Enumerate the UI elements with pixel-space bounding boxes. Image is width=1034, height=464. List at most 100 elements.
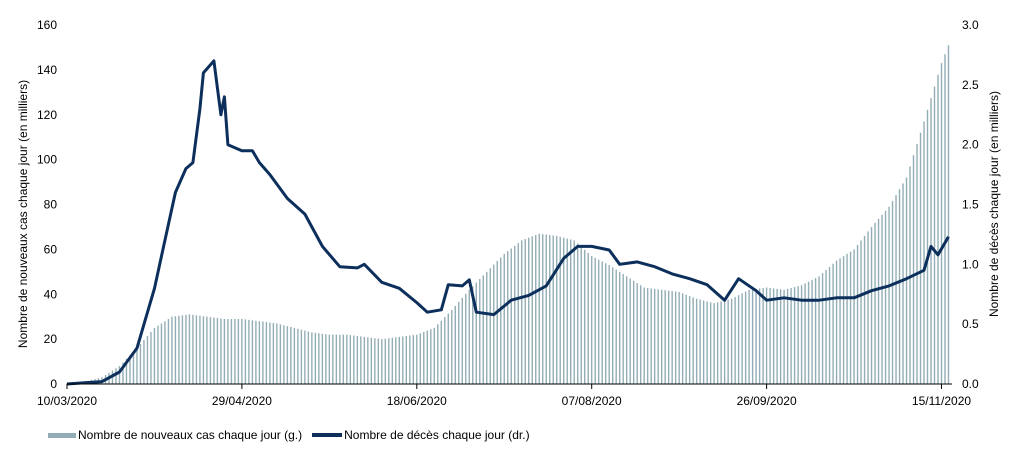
case-bar [842,256,845,384]
case-bar [195,315,198,384]
case-bar [510,248,512,384]
x-tick-label: 29/04/2020 [212,394,272,408]
case-bar [902,183,904,384]
legend: Nombre de nouveaux cas chaque jour (g.) … [48,428,540,442]
y-left-tick-label: 60 [44,242,58,256]
case-bar [528,237,530,384]
case-bar [237,318,240,384]
y-left-tick-label: 160 [37,18,57,32]
case-bar [549,235,551,384]
case-bar [342,334,345,384]
case-bar [125,358,128,384]
case-bar [818,276,820,384]
legend-swatch-line [312,433,343,437]
case-bar [884,210,887,384]
case-bar [489,268,491,384]
case-bar [629,278,631,384]
case-bar [216,318,219,384]
case-bar [188,314,191,384]
case-bar [482,275,484,384]
case-bar [227,318,229,384]
case-bar [591,256,593,384]
case-bar [503,253,505,384]
case-bar [762,287,764,384]
case-bar [416,334,418,384]
case-bar [185,314,187,384]
case-bar [171,316,173,384]
case-bar [556,235,558,384]
case-bar [769,287,771,384]
case-bar [283,325,285,384]
case-bar [209,317,212,384]
case-bar [360,336,362,384]
case-bar [650,288,652,384]
case-bar [370,337,373,384]
case-bar [286,326,289,384]
case-bar [755,288,757,384]
case-bar [258,321,261,384]
case-bar [699,299,701,384]
case-bar [832,263,834,384]
x-tick-label: 15/11/2020 [912,394,971,408]
case-bar [181,315,184,384]
case-bar [846,253,848,384]
case-bar [293,327,296,384]
case-bar [409,335,411,384]
case-bar [398,336,401,384]
case-bar [430,329,432,384]
case-bar [132,351,135,384]
case-bar [367,337,369,384]
case-bar [384,338,387,384]
case-bar [461,297,463,384]
case-bar [863,235,866,384]
case-bar [688,296,691,384]
case-bar [363,336,366,384]
case-bar [636,283,638,384]
case-bar [874,222,876,384]
y-left-tick-label: 80 [44,198,58,212]
case-bar [713,303,715,384]
case-bar [538,233,540,384]
bar-series [66,45,950,385]
x-axis-ticks: 10/03/2020 29/04/2020 18/06/2020 07/08/2020… [37,384,971,408]
case-bar [388,338,390,384]
case-bar [395,337,397,384]
case-bar [881,214,883,384]
case-bar [573,240,575,384]
case-bar [479,278,481,384]
case-bar [671,291,673,384]
case-bar [814,278,817,384]
case-bar [136,348,138,384]
case-bar [202,316,205,384]
case-bar [716,302,719,384]
case-bar [521,240,523,384]
case-bar [115,368,117,384]
case-bar [570,239,572,384]
case-bar [748,289,750,384]
case-bar [622,274,624,384]
case-bar [772,288,775,384]
case-bar [779,289,782,384]
case-bar [297,328,299,384]
case-bar [559,236,561,384]
case-bar [447,313,449,384]
legend-label-cases: Nombre de nouveaux cas chaque jour (g.) [78,428,303,442]
case-bar [723,300,726,384]
case-bar [143,340,145,384]
legend-swatch-bar [48,432,76,438]
y-left-tick-label: 40 [44,287,58,301]
case-bar [164,321,166,384]
legend-item-cases: Nombre de nouveaux cas chaque jour (g.) [48,428,302,442]
case-bar [709,302,712,384]
case-bar [241,318,243,384]
case-bar [465,293,467,384]
case-bar [667,290,670,384]
case-bar [118,366,121,384]
x-tick-label: 07/08/2020 [562,394,622,408]
case-bar [580,246,582,384]
case-bar [321,333,324,384]
case-bar [912,155,915,384]
case-bar [402,336,404,384]
x-tick-label: 18/06/2020 [387,394,447,408]
